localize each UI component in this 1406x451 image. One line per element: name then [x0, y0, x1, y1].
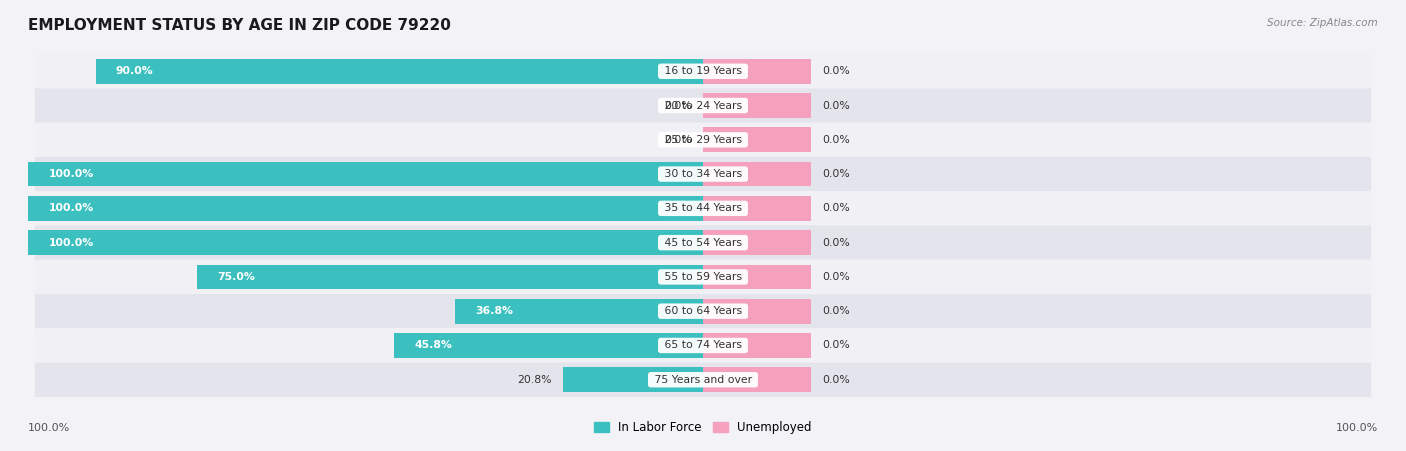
Text: 75.0%: 75.0% — [217, 272, 254, 282]
Text: 25 to 29 Years: 25 to 29 Years — [661, 135, 745, 145]
Text: 0.0%: 0.0% — [821, 135, 849, 145]
Text: 0.0%: 0.0% — [821, 66, 849, 76]
Bar — [28, 196, 703, 221]
Text: 100.0%: 100.0% — [1336, 423, 1378, 433]
Bar — [28, 162, 703, 186]
FancyBboxPatch shape — [35, 88, 1371, 123]
Text: 0.0%: 0.0% — [821, 341, 849, 350]
Bar — [703, 265, 811, 289]
Text: 0.0%: 0.0% — [821, 101, 849, 110]
Text: 55 to 59 Years: 55 to 59 Years — [661, 272, 745, 282]
Text: 0.0%: 0.0% — [665, 135, 692, 145]
Text: 100.0%: 100.0% — [28, 423, 70, 433]
Bar — [197, 265, 703, 289]
Text: 20 to 24 Years: 20 to 24 Years — [661, 101, 745, 110]
FancyBboxPatch shape — [35, 226, 1371, 260]
Text: 16 to 19 Years: 16 to 19 Years — [661, 66, 745, 76]
FancyBboxPatch shape — [35, 191, 1371, 226]
Text: 0.0%: 0.0% — [665, 101, 692, 110]
Text: 0.0%: 0.0% — [821, 375, 849, 385]
Text: 100.0%: 100.0% — [48, 238, 94, 248]
Bar — [562, 368, 703, 392]
Text: 90.0%: 90.0% — [115, 66, 153, 76]
Bar — [703, 333, 811, 358]
FancyBboxPatch shape — [35, 123, 1371, 157]
Bar — [454, 299, 703, 323]
Text: 0.0%: 0.0% — [821, 238, 849, 248]
FancyBboxPatch shape — [35, 157, 1371, 191]
FancyBboxPatch shape — [35, 54, 1371, 88]
Bar — [703, 59, 811, 83]
Text: 20.8%: 20.8% — [517, 375, 551, 385]
Bar — [703, 93, 811, 118]
Text: 45 to 54 Years: 45 to 54 Years — [661, 238, 745, 248]
FancyBboxPatch shape — [35, 294, 1371, 328]
Text: 75 Years and over: 75 Years and over — [651, 375, 755, 385]
Bar — [96, 59, 703, 83]
Text: 100.0%: 100.0% — [48, 169, 94, 179]
Text: 45.8%: 45.8% — [415, 341, 451, 350]
Text: 30 to 34 Years: 30 to 34 Years — [661, 169, 745, 179]
Text: 36.8%: 36.8% — [475, 306, 513, 316]
FancyBboxPatch shape — [35, 363, 1371, 397]
Bar — [703, 162, 811, 186]
Text: EMPLOYMENT STATUS BY AGE IN ZIP CODE 79220: EMPLOYMENT STATUS BY AGE IN ZIP CODE 792… — [28, 18, 451, 33]
Text: 65 to 74 Years: 65 to 74 Years — [661, 341, 745, 350]
Bar — [703, 368, 811, 392]
Text: 60 to 64 Years: 60 to 64 Years — [661, 306, 745, 316]
Text: 0.0%: 0.0% — [821, 169, 849, 179]
Bar — [394, 333, 703, 358]
Bar — [703, 128, 811, 152]
Bar — [703, 299, 811, 323]
Text: 0.0%: 0.0% — [821, 306, 849, 316]
Bar — [28, 230, 703, 255]
Bar — [703, 196, 811, 221]
FancyBboxPatch shape — [35, 328, 1371, 363]
Text: 0.0%: 0.0% — [821, 272, 849, 282]
Text: 35 to 44 Years: 35 to 44 Years — [661, 203, 745, 213]
FancyBboxPatch shape — [35, 260, 1371, 294]
Text: 100.0%: 100.0% — [48, 203, 94, 213]
Text: Source: ZipAtlas.com: Source: ZipAtlas.com — [1267, 18, 1378, 28]
Legend: In Labor Force, Unemployed: In Labor Force, Unemployed — [589, 417, 817, 439]
Text: 0.0%: 0.0% — [821, 203, 849, 213]
Bar — [703, 230, 811, 255]
